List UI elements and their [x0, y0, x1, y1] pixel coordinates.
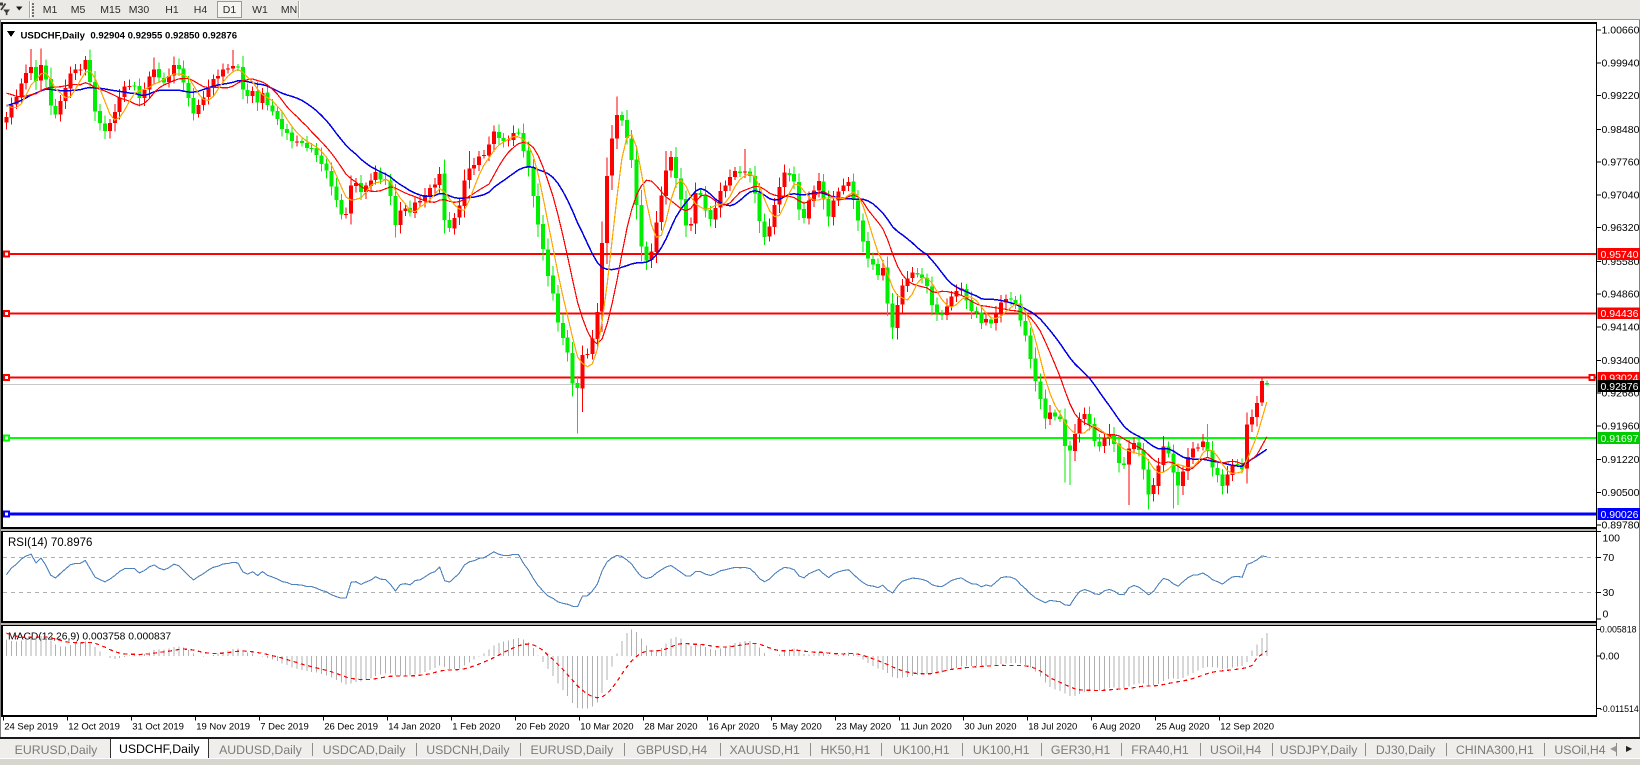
svg-text:16 Apr 2020: 16 Apr 2020: [708, 722, 759, 733]
svg-text:0.91697: 0.91697: [1601, 433, 1639, 445]
svg-text:0.90026: 0.90026: [1601, 509, 1639, 521]
svg-text:23 May 2020: 23 May 2020: [836, 722, 891, 733]
svg-text:18 Jul 2020: 18 Jul 2020: [1028, 722, 1077, 733]
svg-text:RSI(14) 70.8976: RSI(14) 70.8976: [8, 537, 92, 549]
svg-text:0.94140: 0.94140: [1602, 321, 1640, 333]
svg-text:6 Aug 2020: 6 Aug 2020: [1092, 722, 1140, 733]
svg-text:M1: M1: [43, 4, 58, 16]
svg-text:5 May 2020: 5 May 2020: [772, 722, 822, 733]
svg-text:0.99220: 0.99220: [1602, 90, 1640, 102]
svg-text:0.91220: 0.91220: [1602, 454, 1640, 466]
svg-text:12 Oct 2019: 12 Oct 2019: [68, 722, 120, 733]
svg-text:USDCHF,Daily 0.92904 0.92955: USDCHF,Daily 0.92904 0.92955 0.92850 0.9…: [21, 31, 238, 42]
svg-text:14 Jan 2020: 14 Jan 2020: [388, 722, 440, 733]
svg-text:19 Nov 2019: 19 Nov 2019: [196, 722, 250, 733]
svg-text:30 Jun 2020: 30 Jun 2020: [964, 722, 1016, 733]
svg-text:0.97040: 0.97040: [1602, 189, 1640, 201]
svg-text:1.00660: 1.00660: [1602, 25, 1640, 37]
svg-text:30: 30: [1603, 587, 1615, 599]
svg-text:M30: M30: [129, 4, 150, 16]
svg-text:26 Dec 2019: 26 Dec 2019: [324, 722, 378, 733]
svg-text:D1: D1: [223, 4, 237, 16]
svg-text:0.94436: 0.94436: [1601, 308, 1639, 320]
svg-text:0.93400: 0.93400: [1602, 355, 1640, 367]
svg-text:M5: M5: [71, 4, 86, 16]
svg-text:MN: MN: [281, 4, 297, 16]
svg-text:0.99940: 0.99940: [1602, 57, 1640, 69]
svg-text:20 Feb 2020: 20 Feb 2020: [516, 722, 569, 733]
svg-text:100: 100: [1603, 533, 1621, 545]
svg-text:H4: H4: [194, 4, 208, 16]
svg-text:25 Aug 2020: 25 Aug 2020: [1156, 722, 1209, 733]
svg-text:0.90500: 0.90500: [1602, 487, 1640, 499]
svg-text:MACD(12,26,9) 0.003758 0.00083: MACD(12,26,9) 0.003758 0.000837: [8, 632, 171, 643]
svg-text:0.96320: 0.96320: [1602, 222, 1640, 234]
svg-text:0.98480: 0.98480: [1602, 124, 1640, 136]
svg-text:-0.011514: -0.011514: [1600, 704, 1639, 714]
svg-text:0.92876: 0.92876: [1601, 381, 1639, 393]
svg-text:M15: M15: [100, 4, 121, 16]
svg-text:0.91960: 0.91960: [1602, 421, 1640, 433]
svg-text:H1: H1: [165, 4, 179, 16]
svg-text:0.94860: 0.94860: [1602, 289, 1640, 301]
svg-text:7 Dec 2019: 7 Dec 2019: [260, 722, 309, 733]
svg-text:70: 70: [1603, 552, 1615, 564]
svg-text:0.97760: 0.97760: [1602, 157, 1640, 169]
svg-text:0.95740: 0.95740: [1601, 249, 1639, 261]
svg-text:10 Mar 2020: 10 Mar 2020: [580, 722, 633, 733]
svg-text:1 Feb 2020: 1 Feb 2020: [452, 722, 500, 733]
svg-text:0.00: 0.00: [1600, 652, 1620, 663]
svg-text:11 Jun 2020: 11 Jun 2020: [900, 722, 952, 733]
svg-text:12 Sep 2020: 12 Sep 2020: [1220, 722, 1274, 733]
svg-text:31 Oct 2019: 31 Oct 2019: [132, 722, 184, 733]
svg-text:W1: W1: [252, 4, 268, 16]
svg-text:0.89780: 0.89780: [1602, 520, 1640, 532]
svg-text:28 Mar 2020: 28 Mar 2020: [644, 722, 697, 733]
svg-text:0: 0: [1603, 609, 1609, 621]
svg-text:24 Sep 2019: 24 Sep 2019: [4, 722, 58, 733]
svg-text:0.005818: 0.005818: [1600, 624, 1637, 634]
